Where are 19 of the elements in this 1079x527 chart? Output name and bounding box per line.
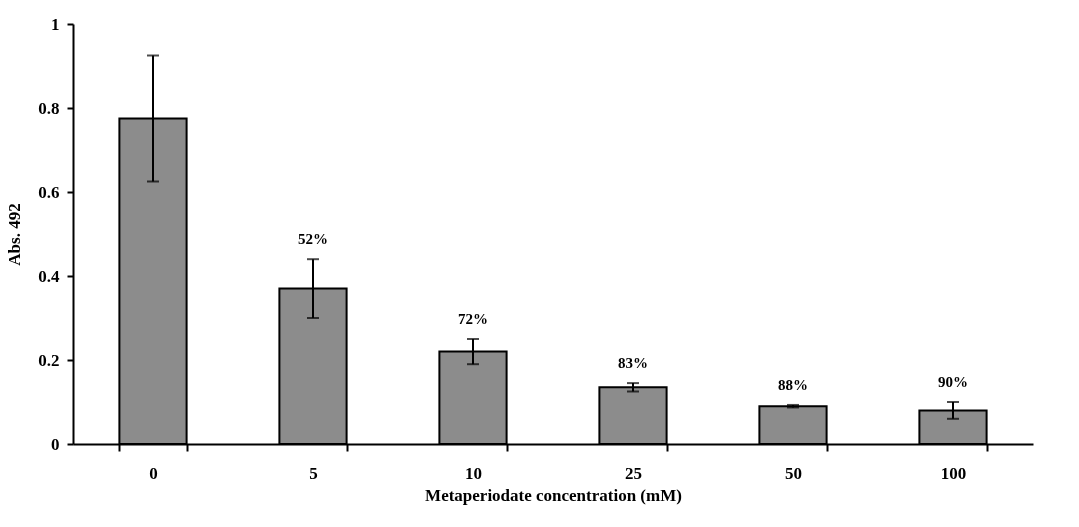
x-tick-label: 50 bbox=[785, 463, 802, 483]
y-tick-label: 1 bbox=[51, 14, 60, 34]
x-tick-label: 5 bbox=[309, 463, 318, 483]
y-tick-label: 0.6 bbox=[38, 182, 60, 202]
annotation: 52% bbox=[298, 231, 328, 248]
x-axis-title: Metaperiodate concentration (mM) bbox=[425, 485, 682, 505]
y-tick-label: 0 bbox=[51, 434, 60, 454]
annotation: 83% bbox=[618, 355, 648, 372]
y-tick-label: 0.2 bbox=[38, 350, 60, 370]
y-tick-label: 0.8 bbox=[38, 98, 60, 118]
x-tick-label: 10 bbox=[465, 463, 482, 483]
x-tick-label: 100 bbox=[940, 463, 967, 483]
annotation: 72% bbox=[458, 311, 488, 327]
y-axis-title: Abs. 492 bbox=[5, 203, 25, 266]
annotation: 90% bbox=[938, 374, 968, 390]
y-tick-label: 0.4 bbox=[38, 266, 60, 286]
x-tick-label: 0 bbox=[149, 463, 158, 483]
annotation: 88% bbox=[778, 376, 808, 393]
x-tick-label: 25 bbox=[625, 463, 642, 483]
